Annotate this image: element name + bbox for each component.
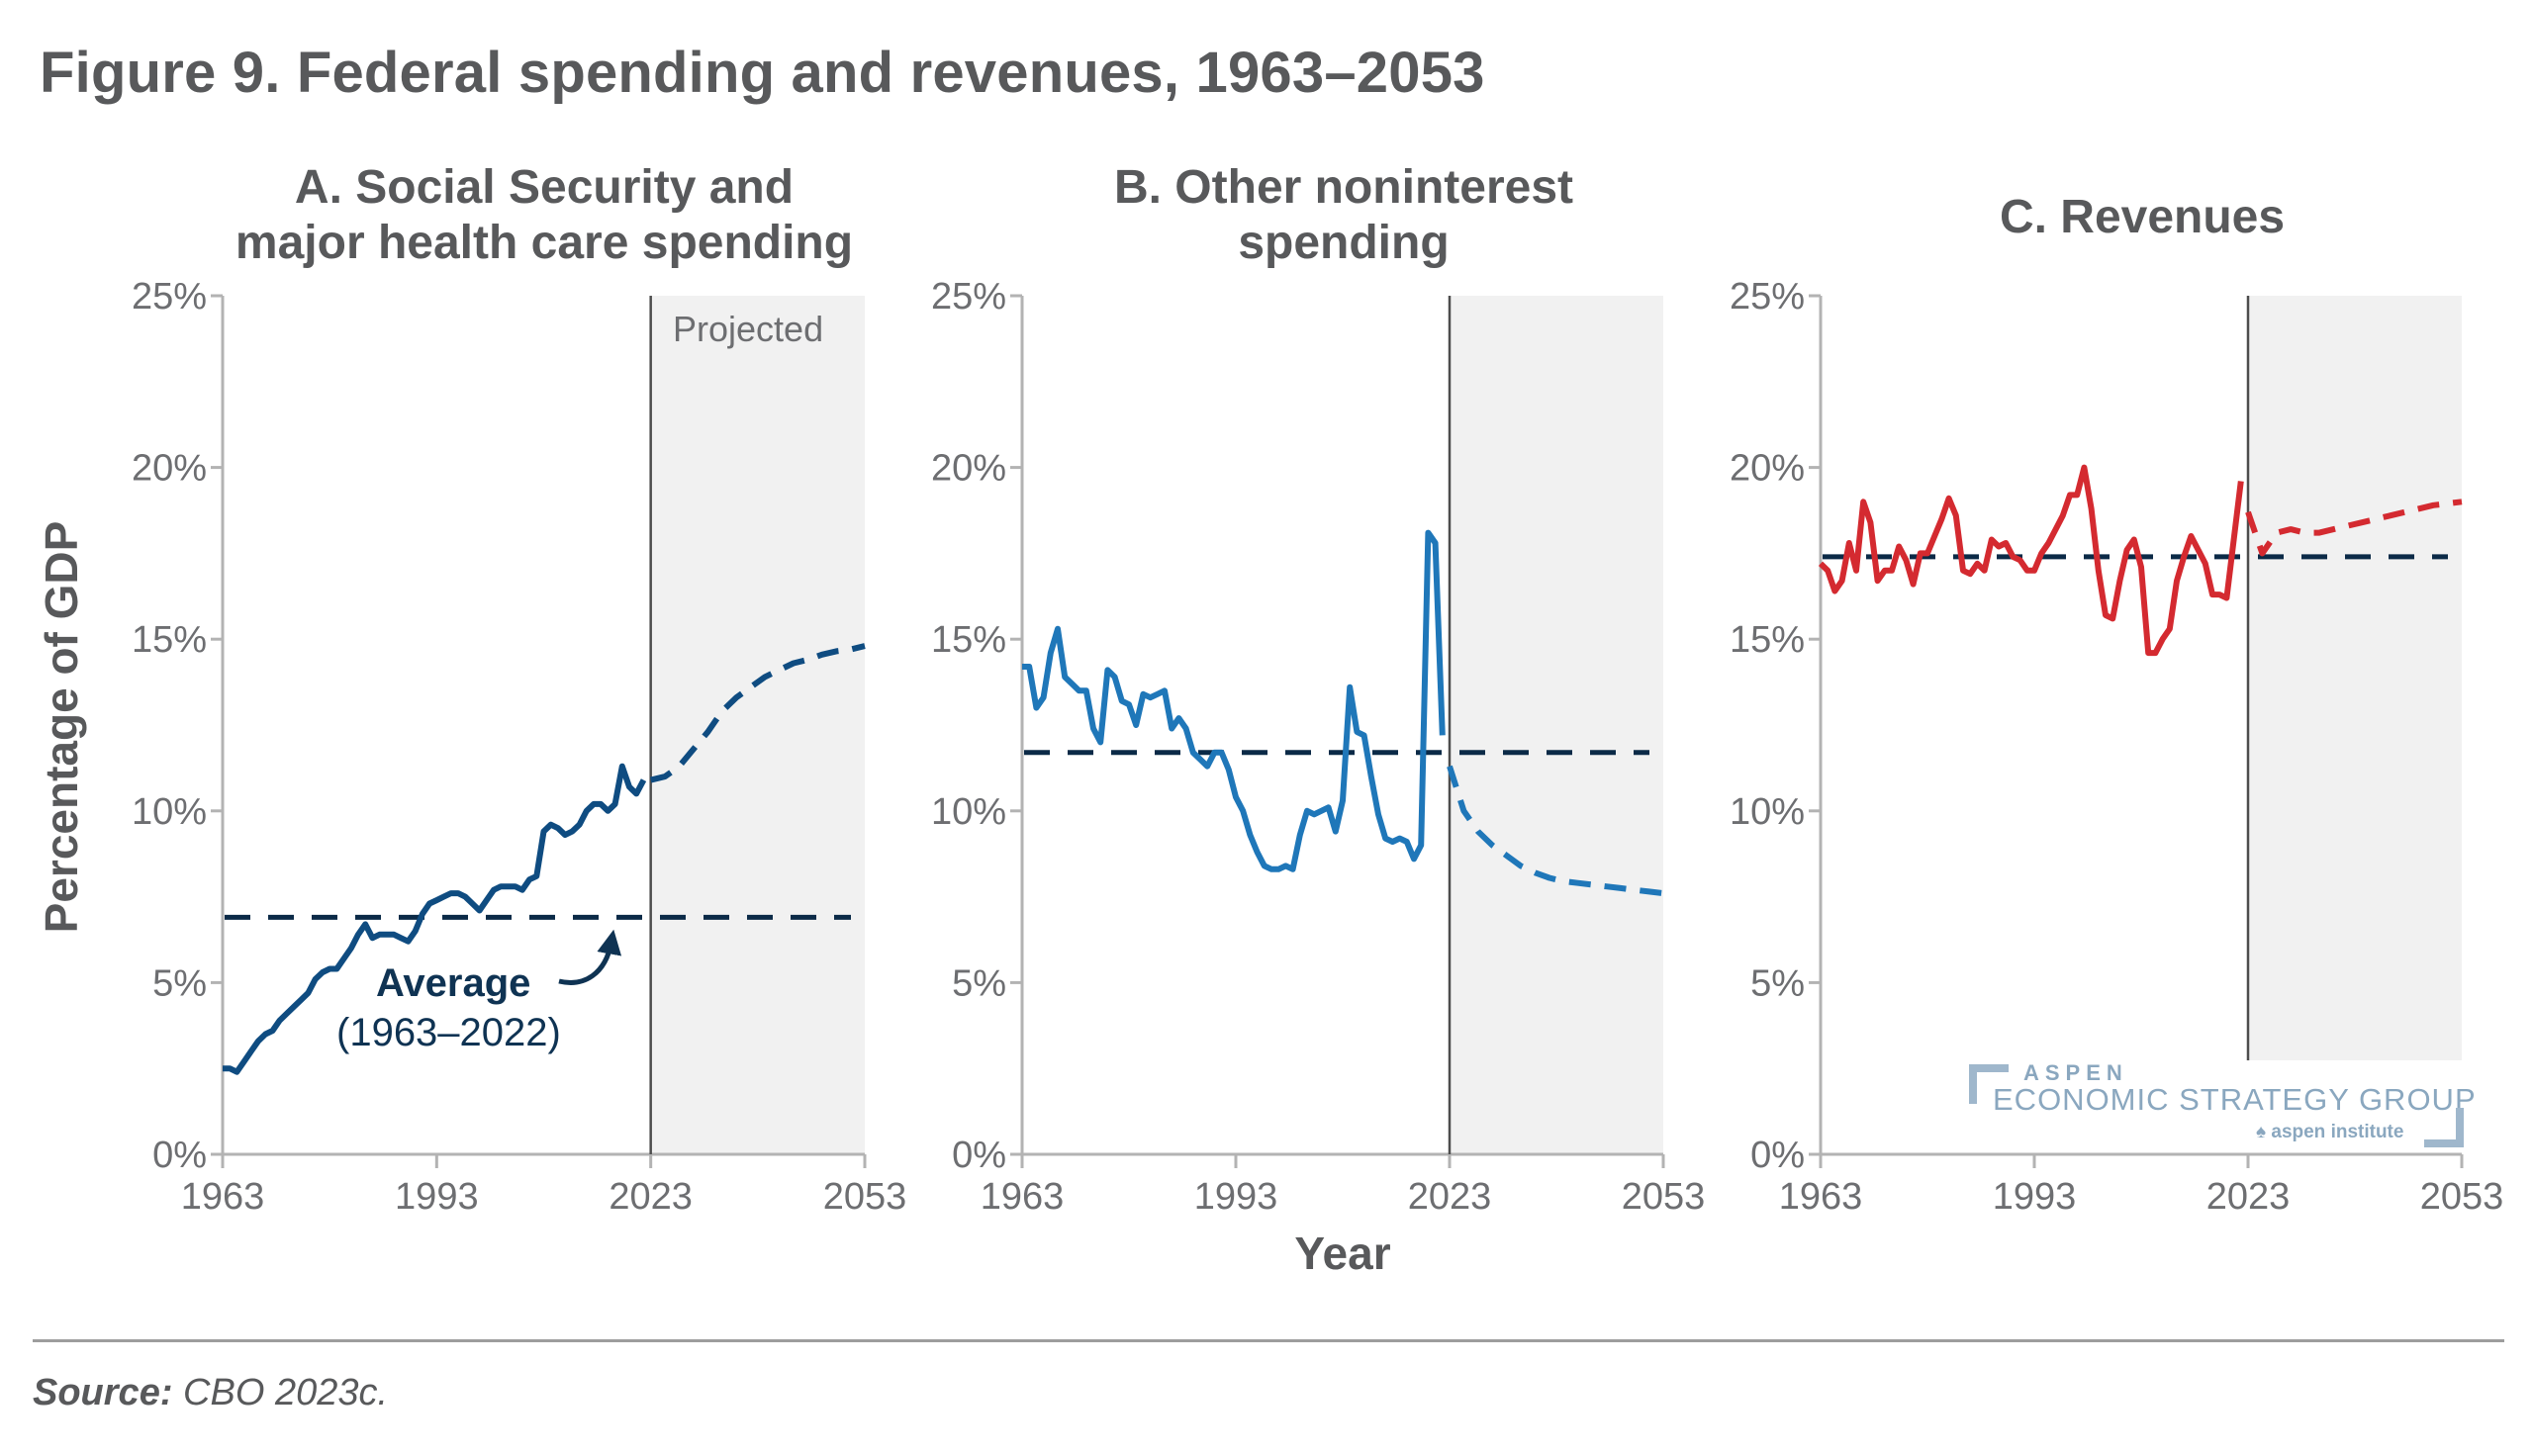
panel-c-x-tick-label: 1993 <box>1993 1176 2077 1218</box>
projected-label: Projected <box>673 309 823 349</box>
panel-b-y-tick-label: 5% <box>952 962 1006 1004</box>
panel-b-projected-line <box>1447 765 1664 897</box>
source-note: Source: CBO 2023c. <box>33 1372 388 1414</box>
panel-b-y-tick-label: 0% <box>952 1135 1006 1176</box>
panel-a-projected-line <box>649 643 866 783</box>
panel-b-x-tick-label: 2053 <box>1622 1176 1706 1218</box>
panel-c-y-tick-label: 20% <box>1730 448 1805 490</box>
panel-c-x-tick-label: 2053 <box>2420 1176 2504 1218</box>
logo-aspen-institute-text: ♠ aspen institute <box>2256 1122 2403 1143</box>
panel-a-y-tick-label: 0% <box>152 1135 207 1176</box>
panel-b-y-tick-label: 15% <box>931 619 1006 661</box>
panel-b-x-tick-label: 1993 <box>1194 1176 1278 1218</box>
panel-a-x-tick-label: 2023 <box>609 1176 693 1218</box>
logo-bracket-left-icon <box>1969 1064 2009 1104</box>
panel-a-y-tick-label: 20% <box>132 448 207 490</box>
panel-a-y-tick-label: 5% <box>152 962 207 1004</box>
source-text: CBO 2023c. <box>172 1372 389 1413</box>
panel-a-title: A. Social Security and major health care… <box>223 160 866 271</box>
panel-a-x-tick-label: 1993 <box>395 1176 479 1218</box>
panel-a-title-line-1: A. Social Security and <box>294 161 795 214</box>
panel-a-y-tick-label: 25% <box>132 276 207 318</box>
panel-c-title: C. Revenues <box>1821 190 2464 245</box>
x-axis-label: Year <box>1294 1228 1391 1279</box>
logo-esg-text: ECONOMIC STRATEGY GROUP <box>1993 1082 2477 1117</box>
panel-b-title: B. Other noninterest spending <box>1022 160 1665 271</box>
panel-c-y-tick-label: 5% <box>1750 962 1805 1004</box>
panel-a-y-tick-label: 15% <box>132 619 207 661</box>
logo-aspen-text: ASPEN <box>2023 1060 2128 1085</box>
panel-a-x-tick-label: 1963 <box>181 1176 265 1218</box>
aspen-esg-logo: ASPEN ECONOMIC STRATEGY GROUP ♠ aspen in… <box>1969 1060 2476 1159</box>
panel-b-y-tick-label: 10% <box>931 791 1006 833</box>
logo-bracket-right-icon <box>2424 1108 2464 1147</box>
panel-c-historical-line <box>1818 464 2244 657</box>
panel-c-y-tick-label: 0% <box>1750 1135 1805 1176</box>
average-annotation-label: Average <box>376 961 530 1005</box>
panel-a-projected-shade <box>650 296 865 1154</box>
panel-a-historical-line <box>223 763 647 1075</box>
average-arrow-icon <box>558 929 622 985</box>
panel-b-y-tick-label: 25% <box>931 276 1006 318</box>
panel-a: 0% 5% 10% 15% 20% 25% 1963 1993 2023 2053 <box>132 276 906 1218</box>
panel-b: 0% 5% 10% 15% 20% 25% 1963 1993 2023 2053 <box>931 276 1705 1218</box>
panel-c-title-line-1: C. Revenues <box>1999 191 2286 243</box>
footer-divider <box>33 1339 2504 1342</box>
panel-a-title-line-2: major health care spending <box>235 217 854 269</box>
panel-b-title-line-1: B. Other noninterest <box>1113 161 1574 214</box>
panel-c: 0% 5% 10% 15% 20% 25% 1963 1993 2023 2053 <box>1730 276 2503 1218</box>
panel-b-title-line-2: spending <box>1238 217 1450 269</box>
aspen-leaf-icon: ♠ <box>2256 1122 2267 1142</box>
panel-c-x-tick-label: 2023 <box>2206 1176 2291 1218</box>
panel-b-projected-shade <box>1450 296 1663 1154</box>
panel-c-x-tick-label: 1963 <box>1779 1176 1863 1218</box>
panel-b-y-tick-label: 20% <box>931 448 1006 490</box>
panel-c-y-tick-label: 15% <box>1730 619 1805 661</box>
panel-b-x-tick-label: 1963 <box>981 1176 1065 1218</box>
panel-c-projected-shade <box>2248 296 2462 1060</box>
panel-c-y-tick-label: 10% <box>1730 791 1805 833</box>
source-label: Source: <box>33 1372 173 1413</box>
panel-c-y-tick-label: 25% <box>1730 276 1805 318</box>
average-annotation-period: (1963–2022) <box>336 1011 561 1054</box>
panel-a-x-tick-label: 2053 <box>823 1176 907 1218</box>
panel-a-y-tick-label: 10% <box>132 791 207 833</box>
logo-aspen-institute-label: aspen institute <box>2271 1122 2404 1142</box>
panel-b-x-tick-label: 2023 <box>1408 1176 1492 1218</box>
figure-title: Figure 9. Federal spending and revenues,… <box>40 41 1485 105</box>
panel-b-historical-line <box>1022 529 1446 872</box>
panel-c-projected-line <box>2245 499 2463 557</box>
